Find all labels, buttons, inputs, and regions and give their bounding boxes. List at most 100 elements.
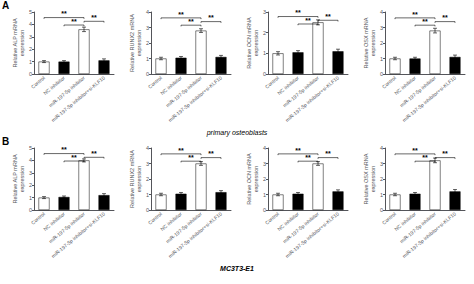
svg-text:**: ** bbox=[325, 13, 331, 20]
svg-text:5: 5 bbox=[29, 145, 32, 151]
svg-text:Relative RUNX2 mRNA: Relative RUNX2 mRNA bbox=[129, 14, 135, 72]
svg-text:Control: Control bbox=[264, 211, 280, 226]
svg-text:1: 1 bbox=[380, 192, 383, 198]
svg-text:Relative RUNX2 mRNA: Relative RUNX2 mRNA bbox=[129, 150, 135, 208]
svg-text:2: 2 bbox=[263, 30, 266, 36]
svg-text:**: ** bbox=[178, 11, 184, 18]
svg-text:3: 3 bbox=[146, 161, 149, 167]
svg-text:expression: expression bbox=[136, 166, 142, 193]
svg-text:**: ** bbox=[325, 150, 331, 157]
svg-text:expression: expression bbox=[370, 166, 376, 193]
svg-text:4: 4 bbox=[263, 145, 266, 151]
svg-text:**: ** bbox=[61, 146, 67, 153]
svg-text:miR-197-5p inhibitor+si-KLF10: miR-197-5p inhibitor+si-KLF10 bbox=[401, 75, 457, 123]
svg-text:4: 4 bbox=[29, 21, 32, 27]
svg-text:expression: expression bbox=[370, 30, 376, 57]
svg-text:miR-197-5p inhibitor+si-KLF10: miR-197-5p inhibitor+si-KLF10 bbox=[401, 211, 457, 259]
svg-text:0: 0 bbox=[29, 71, 32, 77]
svg-text:**: ** bbox=[178, 147, 184, 154]
svg-text:**: ** bbox=[412, 11, 418, 18]
svg-text:**: ** bbox=[442, 14, 448, 21]
svg-text:**: ** bbox=[188, 154, 194, 161]
svg-text:Relative OSX mRNA: Relative OSX mRNA bbox=[363, 17, 369, 68]
svg-text:expression: expression bbox=[253, 30, 259, 57]
svg-text:0: 0 bbox=[380, 207, 383, 213]
svg-text:2: 2 bbox=[263, 176, 266, 182]
svg-text:0: 0 bbox=[146, 207, 149, 213]
svg-text:miR-197-5p inhibitor+si-KLF10: miR-197-5p inhibitor+si-KLF10 bbox=[284, 211, 340, 259]
svg-text:4: 4 bbox=[380, 145, 383, 151]
svg-text:3: 3 bbox=[29, 34, 32, 40]
svg-text:**: ** bbox=[208, 14, 214, 21]
svg-text:expression: expression bbox=[136, 30, 142, 57]
svg-text:1: 1 bbox=[146, 56, 149, 62]
svg-text:B: B bbox=[2, 136, 9, 147]
svg-text:**: ** bbox=[91, 150, 97, 157]
svg-text:0: 0 bbox=[263, 71, 266, 77]
svg-text:Control: Control bbox=[264, 75, 280, 90]
svg-text:1: 1 bbox=[263, 50, 266, 56]
svg-text:miR-197-5p inhibitor+si-KLF10: miR-197-5p inhibitor+si-KLF10 bbox=[50, 75, 106, 123]
svg-text:0: 0 bbox=[263, 207, 266, 213]
svg-text:expression: expression bbox=[19, 30, 25, 57]
svg-text:0: 0 bbox=[146, 71, 149, 77]
svg-text:**: ** bbox=[71, 154, 77, 161]
svg-text:Control: Control bbox=[30, 75, 46, 90]
svg-text:3: 3 bbox=[263, 161, 266, 167]
svg-text:4: 4 bbox=[146, 145, 149, 151]
svg-text:3: 3 bbox=[380, 161, 383, 167]
svg-text:**: ** bbox=[295, 9, 301, 16]
svg-text:**: ** bbox=[91, 14, 97, 21]
svg-text:3: 3 bbox=[29, 170, 32, 176]
svg-text:2: 2 bbox=[380, 40, 383, 46]
svg-text:Relative ALP mRNA: Relative ALP mRNA bbox=[12, 154, 18, 203]
svg-text:1: 1 bbox=[29, 195, 32, 201]
svg-text:Control: Control bbox=[147, 211, 163, 226]
svg-text:**: ** bbox=[305, 154, 311, 161]
svg-text:miR-197-5p inhibitor+si-KLF10: miR-197-5p inhibitor+si-KLF10 bbox=[50, 211, 106, 259]
svg-text:0: 0 bbox=[29, 207, 32, 213]
svg-text:2: 2 bbox=[29, 182, 32, 188]
svg-text:Control: Control bbox=[30, 211, 46, 226]
svg-text:Control: Control bbox=[381, 75, 397, 90]
svg-text:4: 4 bbox=[29, 157, 32, 163]
svg-text:Control: Control bbox=[381, 211, 397, 226]
svg-text:miR-197-5p inhibitor+si-KLF10: miR-197-5p inhibitor+si-KLF10 bbox=[167, 211, 223, 259]
svg-text:1: 1 bbox=[29, 59, 32, 65]
svg-text:Control: Control bbox=[147, 75, 163, 90]
svg-text:Relative OCN mRNA: Relative OCN mRNA bbox=[246, 17, 252, 69]
svg-text:5: 5 bbox=[29, 9, 32, 15]
svg-text:4: 4 bbox=[146, 9, 149, 15]
svg-text:0: 0 bbox=[380, 71, 383, 77]
svg-text:**: ** bbox=[305, 17, 311, 24]
svg-text:**: ** bbox=[412, 147, 418, 154]
svg-text:**: ** bbox=[61, 10, 67, 17]
svg-text:Relative OCN mRNA: Relative OCN mRNA bbox=[246, 153, 252, 205]
svg-text:2: 2 bbox=[146, 176, 149, 182]
svg-text:1: 1 bbox=[380, 56, 383, 62]
svg-text:miR-197-5p inhibitor+si-KLF10: miR-197-5p inhibitor+si-KLF10 bbox=[284, 75, 340, 123]
svg-text:expression: expression bbox=[19, 166, 25, 193]
svg-text:primary osteoblasts: primary osteoblasts bbox=[206, 129, 268, 137]
svg-text:A: A bbox=[2, 0, 9, 11]
svg-text:3: 3 bbox=[263, 9, 266, 15]
svg-text:**: ** bbox=[422, 18, 428, 25]
svg-text:1: 1 bbox=[146, 192, 149, 198]
svg-text:2: 2 bbox=[380, 176, 383, 182]
svg-text:Relative ALP mRNA: Relative ALP mRNA bbox=[12, 18, 18, 67]
svg-text:MC3T3-E1: MC3T3-E1 bbox=[220, 265, 254, 272]
svg-text:**: ** bbox=[188, 18, 194, 25]
svg-text:miR-197-5p inhibitor+si-KLF10: miR-197-5p inhibitor+si-KLF10 bbox=[167, 75, 223, 123]
svg-text:3: 3 bbox=[380, 25, 383, 31]
svg-text:2: 2 bbox=[146, 40, 149, 46]
svg-text:**: ** bbox=[295, 147, 301, 154]
svg-text:**: ** bbox=[442, 150, 448, 157]
svg-text:**: ** bbox=[71, 18, 77, 25]
svg-text:Relative OSX mRNA: Relative OSX mRNA bbox=[363, 153, 369, 204]
svg-text:3: 3 bbox=[146, 25, 149, 31]
svg-text:2: 2 bbox=[29, 46, 32, 52]
svg-text:**: ** bbox=[422, 154, 428, 161]
svg-text:4: 4 bbox=[380, 9, 383, 15]
svg-text:**: ** bbox=[208, 150, 214, 157]
svg-text:expression: expression bbox=[253, 166, 259, 193]
